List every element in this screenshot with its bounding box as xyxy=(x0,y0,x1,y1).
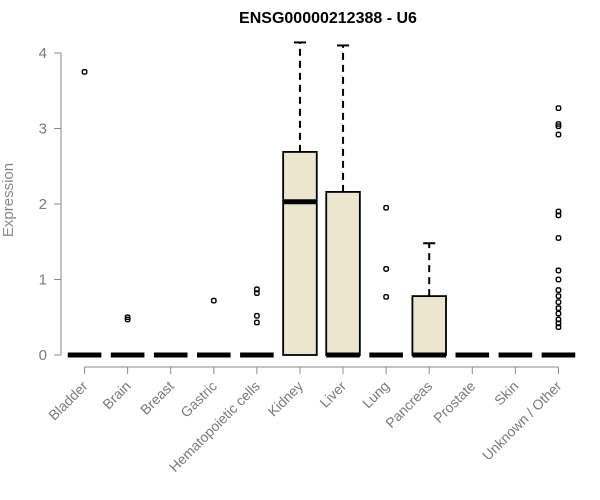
x-tick-label: Breast xyxy=(137,378,177,418)
x-tick-label: Unknown / Other xyxy=(479,378,565,464)
outlier-point xyxy=(555,131,562,138)
x-tick-label: Bladder xyxy=(45,378,91,424)
x-tick-label: Lung xyxy=(359,378,392,411)
outlier-point xyxy=(253,312,260,319)
box-group xyxy=(325,44,361,358)
outlier-point xyxy=(383,293,390,300)
box-group xyxy=(369,204,403,358)
box-group xyxy=(196,297,231,358)
outlier-point xyxy=(81,68,88,75)
outlier-point xyxy=(383,266,390,272)
y-tick-label: 0 xyxy=(39,347,47,364)
x-tick-label: Prostate xyxy=(430,378,478,426)
y-tick-label: 2 xyxy=(39,196,47,213)
x-tick-label: Pancreas xyxy=(382,378,435,431)
box-group xyxy=(110,314,145,358)
box-group xyxy=(240,286,274,358)
y-axis-label: Expression xyxy=(0,163,17,237)
chart-title: ENSG00000212388 - U6 xyxy=(239,10,417,27)
outlier-point xyxy=(555,293,562,300)
outlier-point xyxy=(253,319,260,326)
outlier-point xyxy=(124,314,131,321)
outlier-point xyxy=(555,310,562,317)
x-tick-label: Skin xyxy=(491,378,522,409)
outlier-point xyxy=(555,276,562,283)
x-tick-label: Kidney xyxy=(264,378,306,420)
x-tick-label: Brain xyxy=(99,378,133,412)
box xyxy=(325,191,361,356)
outlier-point xyxy=(555,299,562,306)
y-tick-label: 4 xyxy=(39,45,47,62)
box-group xyxy=(282,41,318,356)
y-axis: 0 1 2 3 4 xyxy=(39,45,62,364)
outlier-point xyxy=(253,286,260,293)
x-tick-label: Liver xyxy=(316,378,349,411)
outlier-point xyxy=(555,267,562,274)
outlier-point xyxy=(210,297,217,304)
box xyxy=(411,295,447,356)
outlier-point xyxy=(383,204,390,211)
box-group xyxy=(411,242,447,358)
outlier-point xyxy=(555,208,562,215)
outlier-point xyxy=(555,121,562,127)
y-tick-label: 3 xyxy=(39,121,47,138)
box xyxy=(282,151,318,356)
y-tick-label: 1 xyxy=(39,272,47,289)
outlier-point xyxy=(555,305,562,312)
box-group xyxy=(541,105,576,358)
box-group xyxy=(67,68,102,358)
outlier-point xyxy=(555,287,562,293)
x-tick-label: Gastric xyxy=(177,378,220,421)
outlier-point xyxy=(555,316,562,323)
plot-area xyxy=(67,41,576,358)
outlier-point xyxy=(555,235,562,241)
outlier-point xyxy=(555,105,562,112)
